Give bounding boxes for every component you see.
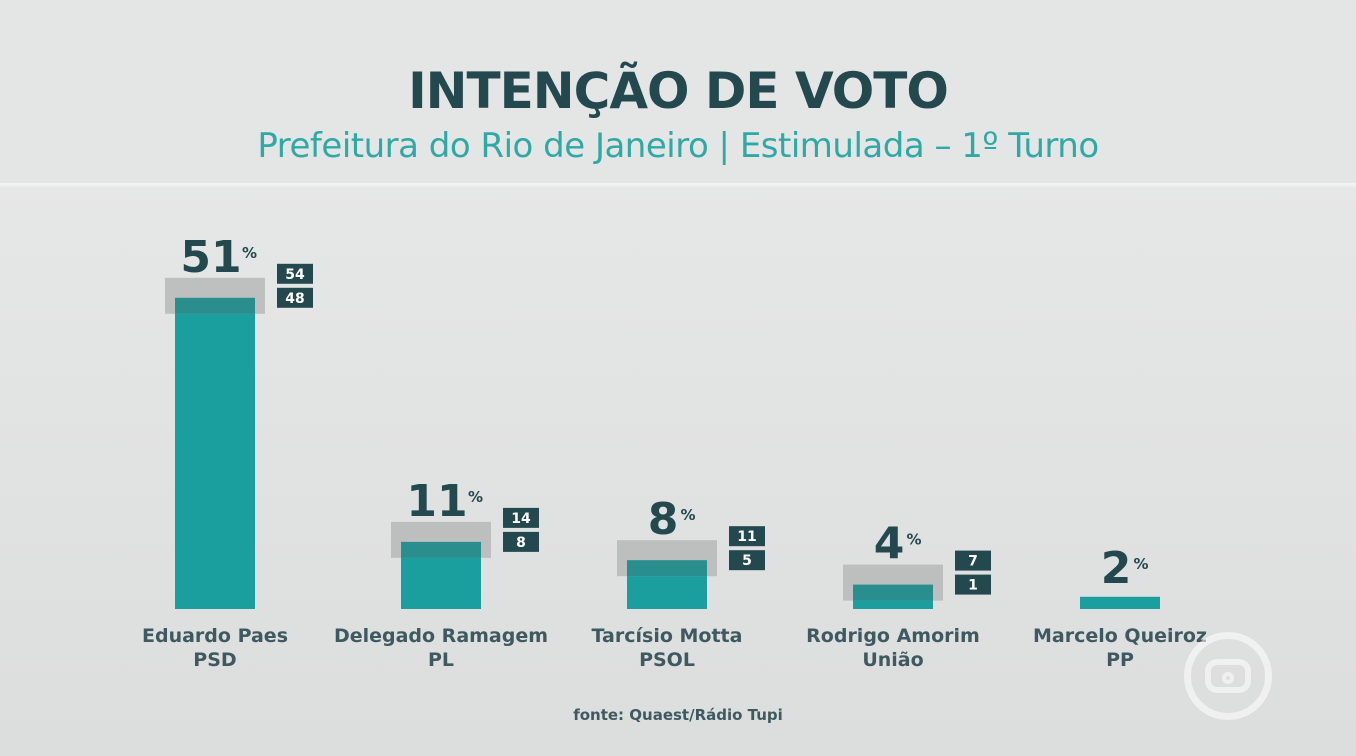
party-name-3: União (862, 649, 923, 671)
bar-0 (175, 297, 255, 609)
percent-sign-2: % (681, 506, 696, 524)
source-text: fonte: Quaest/Rádio Tupi (573, 706, 783, 724)
margin-overlap-1 (401, 541, 481, 558)
value-label-0: 51 (180, 232, 241, 283)
margin-high-label-0: 54 (285, 267, 305, 283)
logo-dot (1222, 672, 1234, 684)
chart-subtitle: Prefeitura do Rio de Janeiro | Estimulad… (257, 126, 1099, 166)
percent-sign-0: % (242, 244, 257, 262)
margin-low-label-1: 8 (516, 535, 526, 551)
margin-high-badge-1 (503, 507, 539, 528)
value-label-2: 8 (648, 494, 679, 545)
candidate-name-1: Delegado Ramagem (334, 625, 548, 647)
party-name-1: PL (428, 649, 454, 671)
margin-high-badge-3 (955, 550, 991, 571)
margin-high-badge-2 (729, 526, 765, 547)
margin-high-badge-0 (277, 263, 313, 284)
margin-low-badge-2 (729, 550, 765, 571)
margin-high-label-2: 11 (737, 529, 756, 545)
chart-source: fonte: Quaest/Rádio Tupi (0, 706, 1356, 724)
candidate-name-2: Tarcísio Motta (592, 625, 743, 647)
chart-title: INTENÇÃO DE VOTO (408, 62, 949, 120)
party-name-2: PSOL (639, 649, 695, 671)
margin-overlap-0 (175, 297, 255, 314)
broadcaster-logo-icon (1184, 632, 1272, 720)
percent-sign-3: % (907, 531, 922, 549)
party-name-0: PSD (193, 649, 236, 671)
margin-high-label-1: 14 (511, 511, 531, 527)
percent-sign-1: % (468, 488, 483, 506)
margin-low-badge-3 (955, 574, 991, 595)
margin-low-label-0: 48 (285, 291, 304, 307)
candidate-name-4: Marcelo Queiroz (1033, 625, 1207, 647)
margin-low-label-3: 1 (968, 578, 978, 594)
margin-overlap-2 (627, 560, 707, 577)
margin-overlap-3 (853, 584, 933, 601)
chart-header (0, 0, 1356, 184)
margin-low-badge-1 (503, 531, 539, 552)
candidate-name-3: Rodrigo Amorim (806, 625, 980, 647)
value-label-1: 11 (406, 476, 467, 527)
margin-low-label-2: 5 (742, 553, 752, 569)
value-label-3: 4 (874, 519, 905, 570)
header-divider (0, 183, 1356, 189)
value-label-4: 2 (1101, 543, 1132, 594)
logo-inner-ring (1205, 659, 1251, 693)
margin-high-label-3: 7 (968, 554, 978, 570)
percent-sign-4: % (1134, 555, 1149, 573)
party-name-4: PP (1106, 649, 1134, 671)
bar-4 (1080, 596, 1160, 609)
margin-low-badge-0 (277, 287, 313, 308)
candidate-name-0: Eduardo Paes (142, 625, 288, 647)
